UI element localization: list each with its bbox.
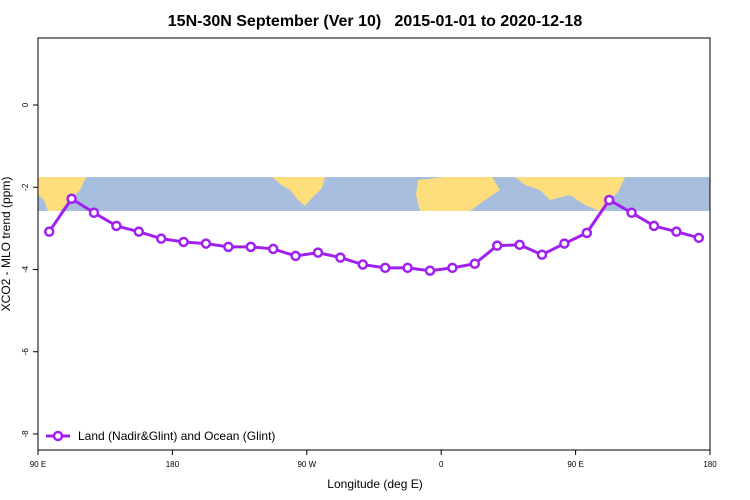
data-point: [559, 238, 570, 249]
data-point: [245, 241, 257, 253]
data-point: [424, 265, 436, 276]
data-point: [66, 193, 77, 205]
data-point: [491, 240, 503, 251]
data-point: [402, 262, 413, 274]
data-point: [111, 220, 122, 232]
data-point: [447, 262, 458, 274]
y-tick-label: -6: [21, 348, 30, 356]
x-tick-label: 90 E: [567, 460, 583, 469]
plot-frame: [37, 37, 711, 451]
y-tick-label: 0: [21, 102, 30, 107]
data-point: [155, 233, 167, 244]
legend-marker: [52, 430, 64, 442]
data-point: [43, 226, 55, 237]
y-tick-label: -2: [21, 183, 30, 191]
data-point: [379, 262, 391, 274]
data-point: [514, 239, 525, 251]
data-point: [693, 232, 705, 244]
legend-label: Land (Nadir&Glint) and Ocean (Glint): [78, 429, 275, 443]
x-tick-label: 0: [439, 460, 444, 469]
data-point: [178, 236, 189, 248]
y-tick-label: -4: [21, 265, 30, 273]
map-band: [38, 177, 710, 211]
data-point: [603, 194, 615, 206]
data-point: [626, 207, 637, 219]
chart-title: 15N-30N September (Ver 10) 2015-01-01 to…: [168, 13, 583, 30]
data-point: [88, 207, 100, 219]
data-point: [357, 259, 369, 270]
data-point: [581, 227, 593, 239]
y-axis-label: XCO2 - MLO trend (ppm): [0, 177, 13, 312]
data-point: [335, 252, 346, 263]
data-point: [312, 247, 324, 258]
data-point: [290, 250, 301, 262]
x-tick-label: 90 E: [30, 460, 46, 469]
data-point: [200, 238, 212, 249]
data-point: [648, 220, 660, 232]
x-tick-label: 180: [703, 460, 717, 469]
data-point: [133, 226, 145, 237]
data-point: [536, 249, 548, 260]
x-axis-label: Longitude (deg E): [327, 477, 422, 491]
data-point: [469, 258, 481, 269]
x-tick-label: 180: [166, 460, 180, 469]
data-point: [671, 226, 682, 237]
data-point: [267, 243, 279, 255]
y-tick-label: -8: [21, 430, 30, 438]
data-point: [223, 241, 234, 253]
x-tick-label: 90 W: [297, 460, 316, 469]
